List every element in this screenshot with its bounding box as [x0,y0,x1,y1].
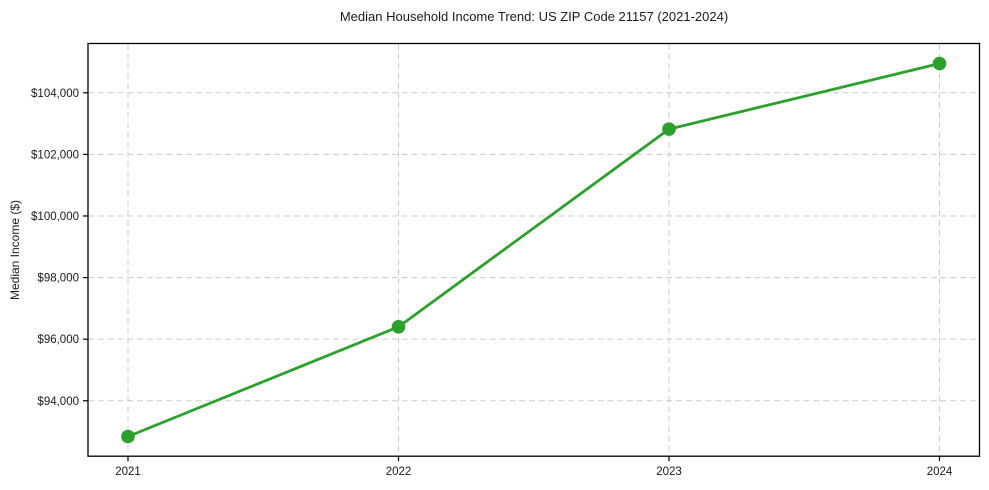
y-tick-label: $96,000 [37,334,79,346]
chart-title: Median Household Income Trend: US ZIP Co… [339,9,729,24]
data-point-marker [121,429,135,444]
y-tick-label: $102,000 [31,149,79,161]
plot-border [87,42,981,457]
y-tick-label: $100,000 [31,211,79,223]
data-point-marker [391,320,406,334]
y-tick-label: $94,000 [37,396,79,408]
trend-line [126,62,941,438]
y-tick-label: $104,000 [31,88,79,100]
x-tick-label: 2024 [927,466,953,478]
data-point-marker [662,122,676,136]
x-tick-label: 2023 [656,466,682,478]
data-point-marker [932,56,947,71]
x-tick-label: 2021 [115,466,141,478]
y-tick-label: $98,000 [37,273,79,285]
x-tick-label: 2022 [386,466,412,478]
